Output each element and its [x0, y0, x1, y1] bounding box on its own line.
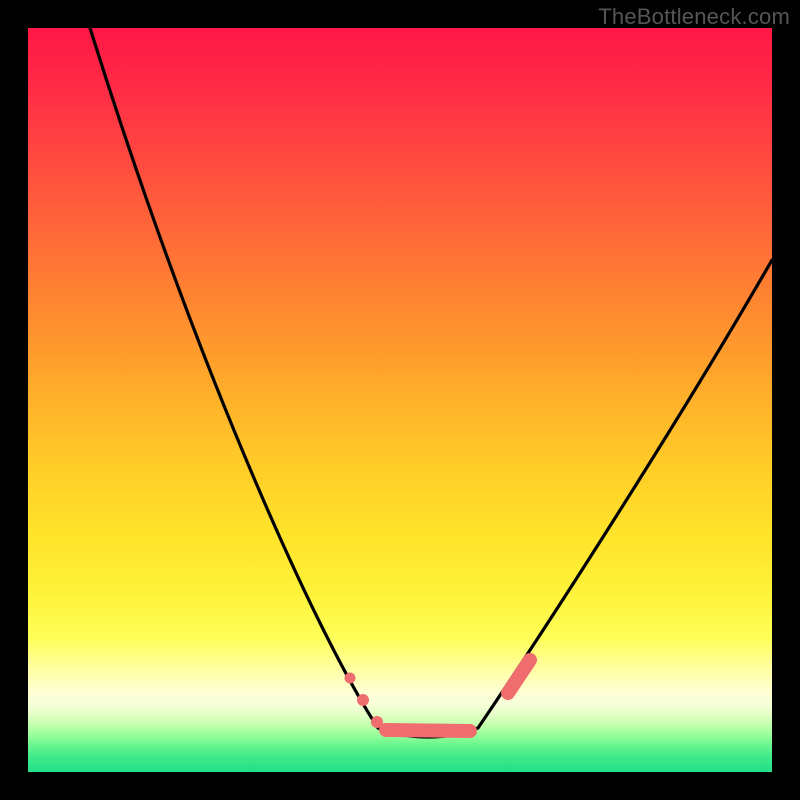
watermark-text: TheBottleneck.com — [598, 4, 790, 30]
plot-area — [28, 28, 772, 772]
gradient-background — [28, 28, 772, 772]
chart-stage: TheBottleneck.com — [0, 0, 800, 800]
